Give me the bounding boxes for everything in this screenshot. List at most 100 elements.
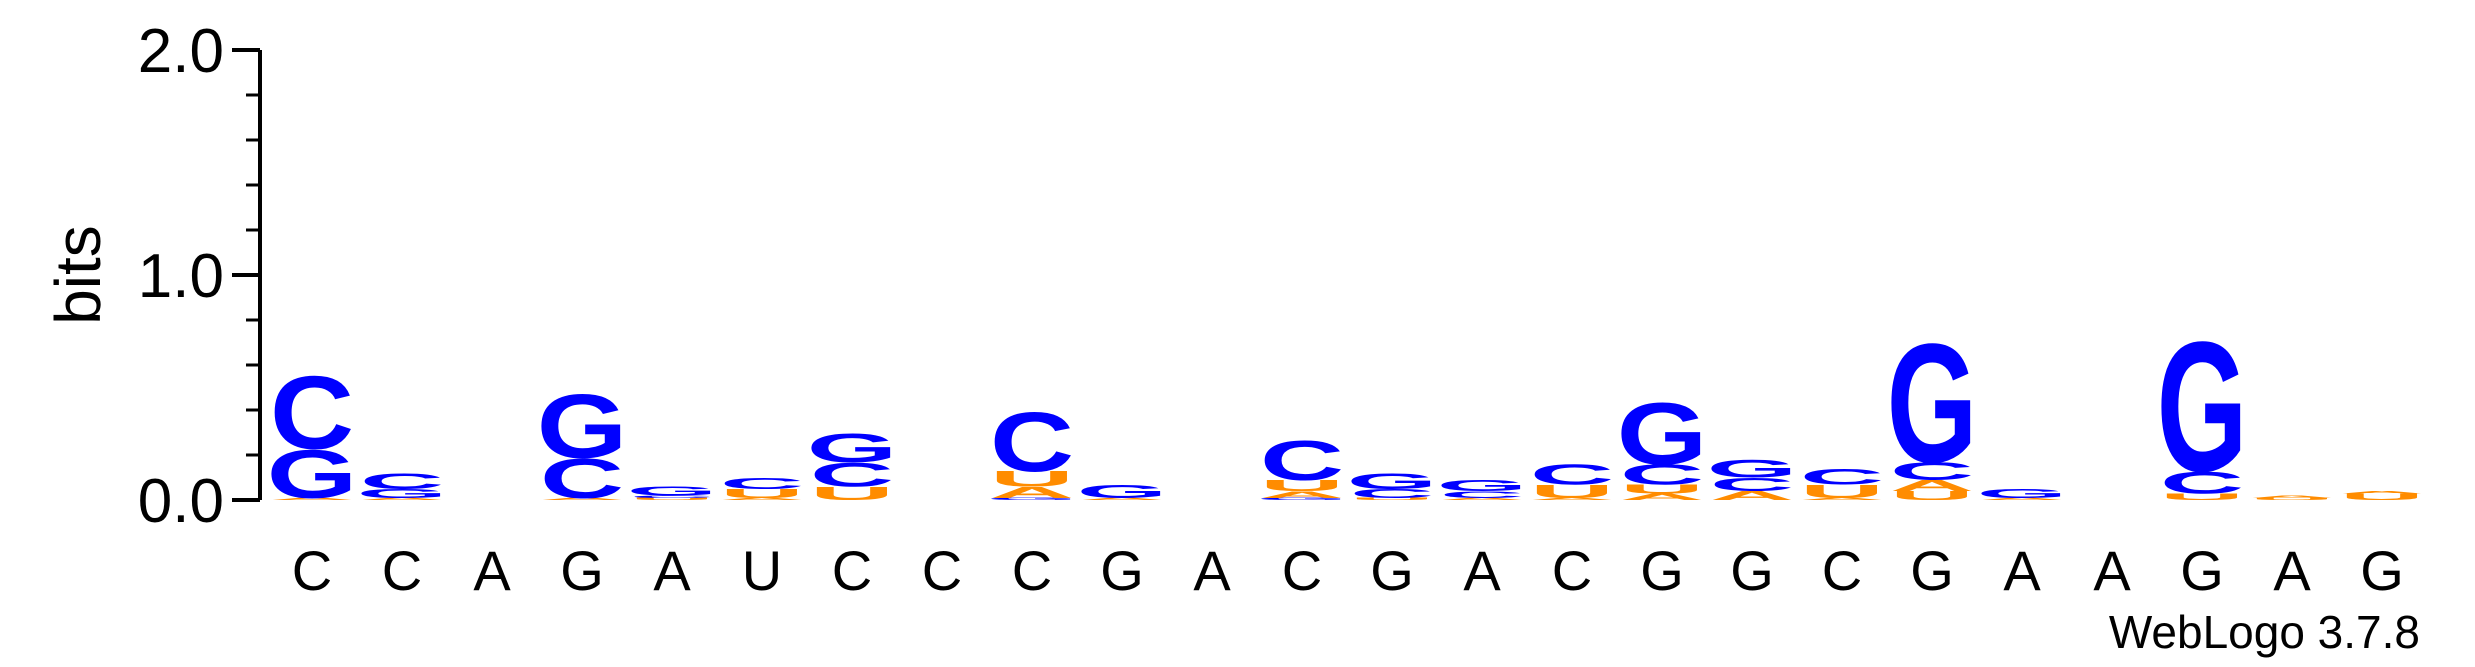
- logo-letter: U: [1620, 482, 1704, 496]
- logo-letter: C: [2160, 465, 2244, 500]
- logo-letter: C: [1800, 464, 1884, 489]
- logo-letter: C: [1710, 474, 1794, 495]
- logo-letter: U: [2160, 491, 2244, 502]
- y-axis: 0.0 1.0 2.0: [138, 17, 262, 536]
- logo-letter: A: [540, 497, 624, 501]
- logo-letter: G: [537, 375, 628, 477]
- consensus-letter: G: [1100, 539, 1144, 602]
- logo-letter: G: [1617, 384, 1708, 483]
- y-tick-label: 0.0: [138, 467, 224, 536]
- consensus-letter: G: [1730, 539, 1774, 602]
- letter-stack: UA: [2250, 495, 2334, 501]
- consensus-letter: A: [653, 539, 691, 602]
- consensus-letter: C: [382, 539, 422, 602]
- consensus-letter: C: [292, 539, 332, 602]
- logo-letter: G: [1077, 481, 1168, 502]
- logo-letter: G: [1887, 308, 1978, 498]
- logo-letter: U: [1260, 477, 1344, 495]
- letter-stack: UCG: [2157, 303, 2248, 510]
- consensus-letter: A: [473, 539, 511, 602]
- consensus-letter: G: [2360, 539, 2404, 602]
- logo-letter: G: [1437, 477, 1528, 495]
- logo-letter: A: [1980, 497, 2064, 501]
- consensus-letter: G: [2180, 539, 2224, 602]
- y-tick-label: 1.0: [138, 242, 224, 311]
- logo-letter: C: [1530, 459, 1614, 491]
- consensus-letter: C: [922, 539, 962, 602]
- consensus-letter: G: [1370, 539, 1414, 602]
- letter-stack: ACG: [1707, 455, 1798, 503]
- logo-letter: A: [2250, 495, 2334, 499]
- consensus-letter: C: [1282, 539, 1322, 602]
- letter-stack: AUC: [1800, 464, 1884, 501]
- logo-letter: G: [357, 486, 448, 500]
- logo-letter: G: [987, 497, 1078, 501]
- logo-letter: G: [627, 484, 718, 498]
- logo-letter: G: [1977, 486, 2068, 500]
- consensus-letter: C: [1552, 539, 1592, 602]
- consensus-letter: C: [1012, 539, 1052, 602]
- logo-letter: C: [1620, 459, 1704, 491]
- logo-letter: C: [1890, 457, 1974, 485]
- letter-stack: AGC: [267, 355, 358, 513]
- letter-stack: UA: [2340, 490, 2424, 502]
- logo-letter: G: [807, 425, 898, 471]
- logo-letter: A: [360, 497, 444, 501]
- logo-letter: A: [990, 484, 1074, 502]
- logo-letter: U: [990, 467, 1074, 492]
- y-tick-label: 2.0: [138, 17, 224, 86]
- letter-stack: AG: [1077, 481, 1168, 502]
- logo-letter: U: [630, 497, 714, 501]
- logo-letter: A: [1440, 497, 1524, 501]
- logo-letter: C: [1260, 429, 1344, 492]
- letter-stack: AUC: [1530, 459, 1614, 502]
- letter-stack: ACG: [537, 375, 628, 510]
- logo-letter: G: [2157, 303, 2248, 510]
- logo-letter: G: [1707, 455, 1798, 483]
- letter-stack: UCG: [807, 425, 898, 504]
- logo-letter: A: [720, 497, 804, 501]
- logo-letter: A: [1800, 497, 1884, 501]
- logo-letter: A: [1530, 497, 1614, 501]
- consensus-letter: C: [1822, 539, 1862, 602]
- letter-stack: AUC: [720, 475, 804, 501]
- logo-letter: A: [2340, 490, 2424, 494]
- logo-letter: G: [1347, 469, 1438, 494]
- consensus-letter: A: [2093, 539, 2131, 602]
- logo-letter: G: [1257, 497, 1348, 501]
- consensus-letter: G: [1910, 539, 1954, 602]
- logo-letter: U: [2250, 497, 2334, 501]
- logo-letter: C: [630, 495, 714, 499]
- letter-stack: UCG: [1347, 469, 1438, 501]
- weblogo-credit: WebLogo 3.7.8: [2109, 606, 2420, 658]
- logo-letter: C: [270, 355, 354, 471]
- logo-letter: A: [1710, 489, 1794, 503]
- logo-letter: G: [267, 436, 358, 513]
- logo-letter: C: [1440, 489, 1524, 500]
- letter-stack: AG: [1977, 486, 2068, 500]
- logo-letter: U: [810, 483, 894, 504]
- consensus-letter: G: [560, 539, 604, 602]
- logo-letter: C: [360, 469, 444, 494]
- consensus-letter: A: [1193, 539, 1231, 602]
- consensus-letter: G: [1640, 539, 1684, 602]
- logo-letter: C: [810, 456, 894, 495]
- logo-letter: C: [540, 447, 624, 510]
- consensus-letter: U: [742, 539, 782, 602]
- logo-letter: A: [270, 497, 354, 501]
- consensus-letter: C: [832, 539, 872, 602]
- logo-letter: C: [990, 394, 1074, 489]
- logo-letter: A: [1260, 489, 1344, 500]
- logo-letter: A: [1080, 497, 1164, 501]
- logo-letter: A: [1890, 477, 1974, 495]
- logo-letter: U: [720, 486, 804, 500]
- logo-letter: U: [1350, 497, 1434, 501]
- letter-stack: UCG: [627, 484, 718, 501]
